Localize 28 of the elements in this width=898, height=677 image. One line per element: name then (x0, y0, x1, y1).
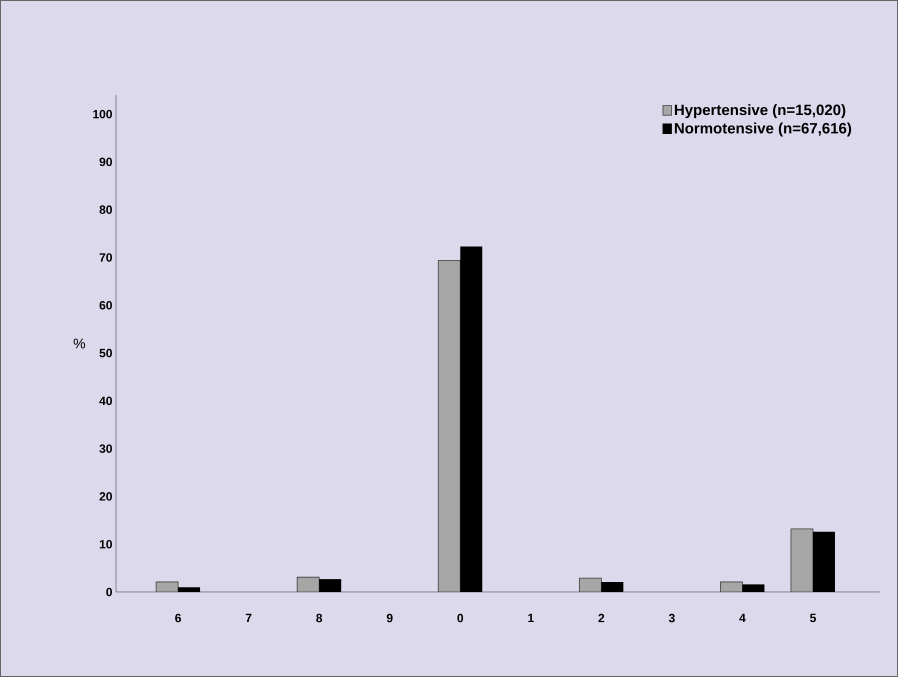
x-tick-label: 7 (246, 614, 252, 622)
legend-label: Hypertensive (n=15,020) (674, 104, 846, 118)
x-tick-label: 5 (810, 614, 816, 622)
legend-label: Normotensive (n=67,616) (674, 122, 852, 136)
y-tick-label: 100 (93, 110, 112, 118)
y-tick-label: 80 (100, 205, 112, 214)
bar (438, 260, 461, 592)
y-tick-label: 10 (100, 540, 112, 548)
bar (579, 578, 602, 592)
y-tick-label: 60 (100, 301, 112, 310)
x-tick-label: 3 (668, 614, 675, 622)
y-tick-label: 50 (100, 348, 112, 358)
x-tick-label: 4 (739, 614, 746, 622)
x-tick-label: 1 (528, 614, 534, 622)
y-tick-label: 0 (106, 588, 112, 596)
y-tick-label: 70 (100, 253, 112, 262)
x-tick-label: 2 (598, 614, 604, 622)
y-tick-label: 30 (99, 444, 112, 453)
x-tick-label: 9 (386, 614, 393, 622)
y-axis-title: % (74, 338, 86, 348)
bar (790, 528, 814, 592)
x-tick-label: 6 (175, 614, 181, 622)
y-tick-label: 90 (100, 158, 112, 166)
x-tick-label: 0 (457, 614, 464, 622)
x-tick-label: 8 (316, 614, 322, 622)
y-tick-label: 20 (100, 492, 112, 501)
bar (296, 576, 320, 592)
y-tick-label: 40 (99, 396, 112, 406)
